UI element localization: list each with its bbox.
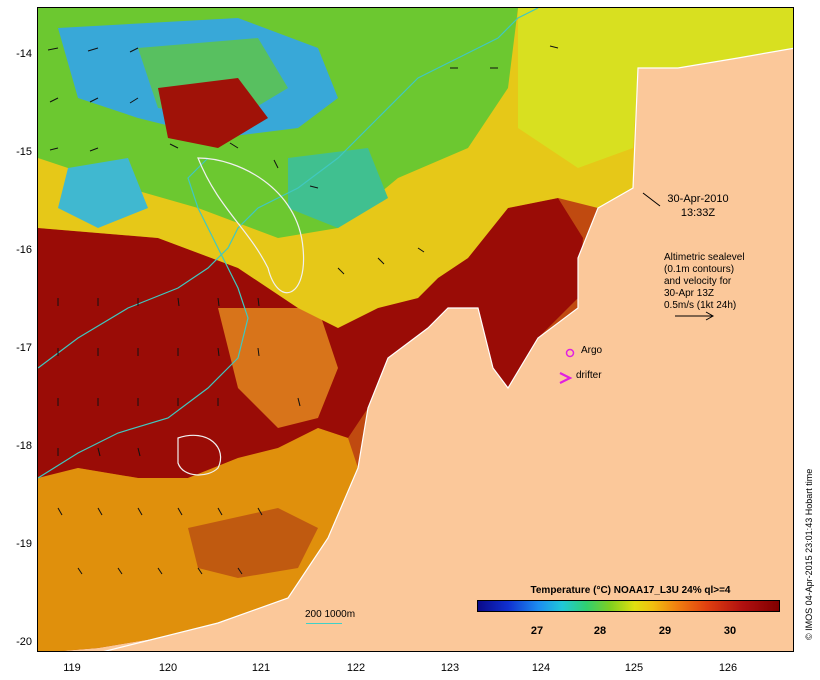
bathymetry-scale-label: 200 1000m: [305, 609, 356, 620]
altimetric-line-3: and velocity for: [664, 276, 732, 287]
colorbar-tick: 29: [658, 625, 672, 637]
y-tick-label: -18: [16, 440, 32, 452]
y-tick-label: -16: [16, 244, 32, 256]
x-tick-label: 119: [63, 662, 81, 674]
argo-marker: [565, 348, 575, 358]
colorbar-tick: 27: [530, 625, 544, 637]
colorbar-tick: 28: [593, 625, 607, 637]
drifter-marker: [559, 372, 573, 384]
sst-map-canvas: [38, 8, 793, 651]
sealevel-contour-2: [38, 157, 249, 479]
x-tick-label: 125: [624, 662, 644, 674]
colorbar: [477, 600, 780, 612]
sealevel-contour-eddy-2: [177, 434, 222, 476]
southern-sst-patch: [188, 508, 318, 578]
sealevel-contour-1: [38, 8, 539, 369]
y-tick-label: -17: [16, 342, 32, 354]
credit-text: © IMOS 04-Apr-2015 23:01:43 Hobart time: [804, 468, 814, 640]
altimetric-legend: Altimetric sealevel (0.1m contours) and …: [664, 252, 745, 312]
central-sst-plume: [218, 308, 338, 428]
date-line-1: 30-Apr-2010: [667, 193, 729, 205]
x-tick-label: 120: [158, 662, 178, 674]
velocity-legend-arrowhead: [705, 311, 715, 321]
colorbar-title: Temperature (°C) NOAA17_L3U 24% ql>=4: [530, 585, 731, 596]
velocity-arrows: [47, 45, 559, 575]
x-tick-label: 124: [531, 662, 551, 674]
date-label: 30-Apr-2010 13:33Z: [663, 192, 733, 220]
altimetric-line-5: 0.5m/s (1kt 24h): [664, 300, 737, 311]
y-tick-label: -20: [16, 636, 32, 648]
land-mass: [103, 47, 793, 651]
bathymetry-scale-line: [306, 623, 342, 624]
altimetric-line-2: (0.1m contours): [664, 264, 735, 275]
date-leader-line: [642, 192, 661, 207]
x-tick-label: 126: [718, 662, 738, 674]
cloud-blue-patch-2: [58, 158, 148, 228]
cloud-cyan-patch: [288, 148, 388, 228]
date-line-2: 13:33Z: [680, 207, 716, 219]
y-tick-label: -19: [16, 538, 32, 550]
x-tick-label: 123: [440, 662, 460, 674]
argo-label: Argo: [581, 345, 603, 356]
altimetric-line-1: Altimetric sealevel: [664, 252, 745, 263]
altimetric-line-4: 30-Apr 13Z: [664, 288, 715, 299]
northeast-yellow-region: [518, 8, 793, 168]
sst-map: 30-Apr-2010 13:33Z Altimetric sealevel (…: [37, 7, 794, 652]
x-tick-label: 121: [251, 662, 271, 674]
y-tick-label: -15: [16, 146, 32, 158]
y-tick-label: -14: [16, 48, 32, 60]
northern-warm-patch: [158, 78, 268, 148]
x-tick-label: 122: [346, 662, 366, 674]
colorbar-tick: 30: [723, 625, 737, 637]
drifter-label: drifter: [576, 370, 602, 381]
sealevel-contour-eddy: [197, 157, 305, 294]
